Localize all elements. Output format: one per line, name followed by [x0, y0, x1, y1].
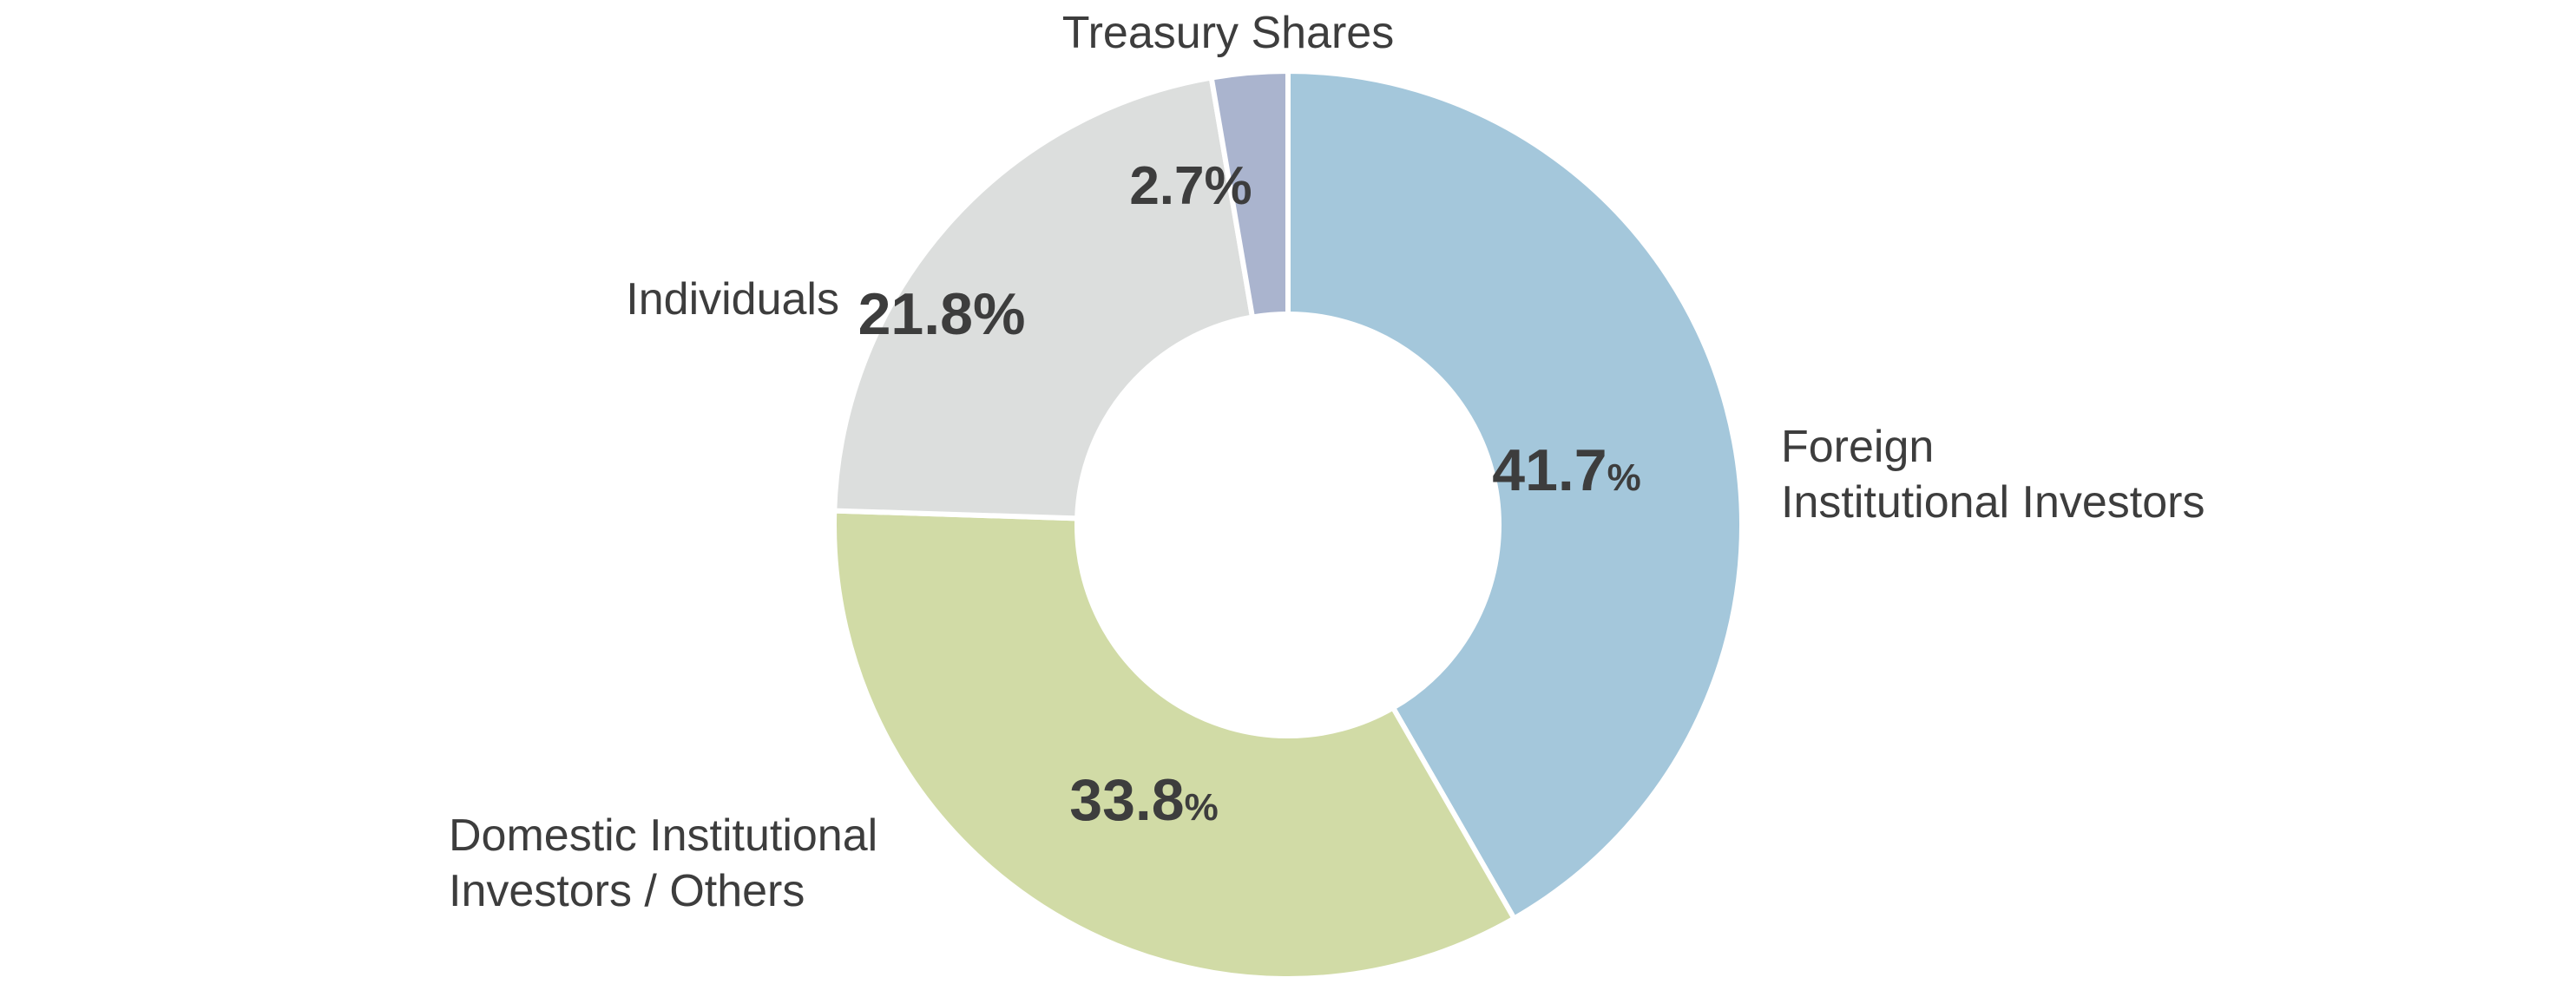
slice-category-label: Foreign Institutional Investors	[1781, 422, 2205, 528]
slice-category-label: Treasury Shares	[1062, 8, 1394, 58]
slice-3	[831, 75, 1256, 521]
slice-2	[831, 508, 1518, 981]
slice-category-label: Domestic Institutional Investors / Others	[449, 810, 877, 916]
slice-category-labels: Foreign Institutional Investors Domestic I…	[449, 8, 2205, 916]
slice-value-label: 21.8%	[858, 281, 1026, 347]
slice-value-labels: 41.7% 33.8% 21.8% 2.7%	[858, 156, 1641, 833]
slice-value-label: 41.7%	[1492, 437, 1640, 503]
slice-category-label: Individuals	[626, 274, 839, 325]
slice-1	[1285, 68, 1745, 922]
slice-4	[1208, 68, 1291, 320]
slice-value-label: 33.8%	[1069, 767, 1218, 833]
slice-value-label: 2.7%	[1129, 156, 1252, 216]
donut-slices	[831, 68, 1745, 981]
